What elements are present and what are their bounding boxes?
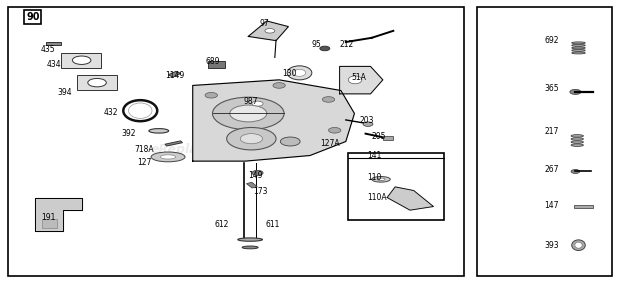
Text: 987: 987 (244, 97, 259, 106)
Text: 147: 147 (544, 201, 559, 210)
Ellipse shape (377, 178, 385, 181)
Text: 612: 612 (215, 220, 229, 229)
Ellipse shape (572, 50, 585, 52)
Ellipse shape (151, 152, 185, 162)
Circle shape (88, 78, 106, 87)
Text: 205: 205 (372, 132, 386, 141)
Bar (574, 205, 593, 208)
Ellipse shape (572, 52, 585, 54)
Circle shape (205, 93, 218, 98)
Text: 203: 203 (360, 116, 374, 125)
Polygon shape (340, 67, 383, 94)
Bar (77, 75, 117, 91)
Circle shape (252, 101, 263, 106)
Text: 127A: 127A (320, 139, 340, 148)
Text: 130: 130 (282, 69, 297, 78)
Text: 217: 217 (544, 127, 559, 136)
Text: 51A: 51A (352, 72, 366, 82)
Circle shape (329, 127, 341, 133)
Circle shape (363, 122, 373, 127)
Bar (383, 136, 392, 140)
Ellipse shape (572, 42, 585, 44)
Bar (477, 7, 613, 276)
Ellipse shape (572, 47, 585, 49)
Text: 95: 95 (311, 40, 321, 49)
Ellipse shape (571, 135, 583, 137)
Bar (7, 7, 464, 276)
Ellipse shape (372, 177, 390, 182)
Text: 432: 432 (104, 108, 118, 117)
Circle shape (230, 105, 267, 122)
Polygon shape (193, 80, 355, 161)
Ellipse shape (287, 66, 312, 80)
Ellipse shape (572, 240, 585, 250)
Circle shape (571, 170, 580, 173)
Ellipse shape (238, 238, 262, 241)
Circle shape (213, 97, 284, 130)
Circle shape (322, 97, 335, 102)
Text: 718A: 718A (134, 145, 154, 155)
Circle shape (227, 127, 276, 150)
Polygon shape (35, 198, 82, 231)
Text: 392: 392 (122, 129, 136, 138)
Text: 110A: 110A (367, 193, 386, 202)
Text: 435: 435 (40, 45, 55, 54)
Text: 212: 212 (339, 40, 353, 49)
Bar (246, 182, 257, 188)
Bar (165, 141, 182, 146)
Circle shape (73, 56, 91, 65)
Ellipse shape (571, 144, 583, 146)
Circle shape (320, 46, 330, 51)
Text: eReplacementParts.com: eReplacementParts.com (151, 143, 321, 156)
Ellipse shape (123, 100, 157, 121)
Text: 434: 434 (46, 61, 61, 70)
Ellipse shape (571, 138, 583, 140)
Text: 149: 149 (248, 171, 263, 180)
Text: 1149: 1149 (165, 70, 184, 80)
Text: 689: 689 (205, 57, 219, 66)
Ellipse shape (575, 242, 582, 248)
Text: 394: 394 (57, 88, 71, 97)
Ellipse shape (149, 128, 169, 133)
Text: 267: 267 (544, 165, 559, 174)
Bar (168, 71, 181, 77)
Text: 90: 90 (26, 12, 40, 22)
Text: 611: 611 (265, 220, 280, 229)
Circle shape (273, 83, 285, 88)
Ellipse shape (572, 44, 585, 46)
Circle shape (280, 137, 300, 146)
Polygon shape (248, 21, 288, 41)
Ellipse shape (348, 76, 362, 84)
Ellipse shape (242, 246, 258, 249)
Bar (208, 61, 226, 68)
Text: 692: 692 (544, 36, 559, 44)
Circle shape (246, 99, 268, 109)
Circle shape (252, 170, 263, 175)
Text: 97: 97 (259, 19, 269, 28)
Bar (61, 53, 102, 68)
Circle shape (265, 29, 275, 33)
Text: 365: 365 (544, 84, 559, 93)
Bar (46, 42, 61, 45)
Text: 127: 127 (137, 158, 151, 167)
Text: 173: 173 (253, 187, 268, 196)
Text: 141: 141 (367, 151, 381, 160)
Circle shape (570, 89, 581, 95)
Ellipse shape (293, 69, 306, 76)
Bar (42, 218, 57, 228)
Text: 110: 110 (367, 173, 381, 183)
Ellipse shape (161, 155, 175, 159)
Ellipse shape (571, 141, 583, 143)
Bar (348, 153, 444, 220)
Text: 393: 393 (544, 241, 559, 250)
Ellipse shape (128, 103, 152, 118)
Polygon shape (387, 187, 433, 210)
Text: 191: 191 (42, 213, 56, 222)
Circle shape (241, 134, 262, 144)
